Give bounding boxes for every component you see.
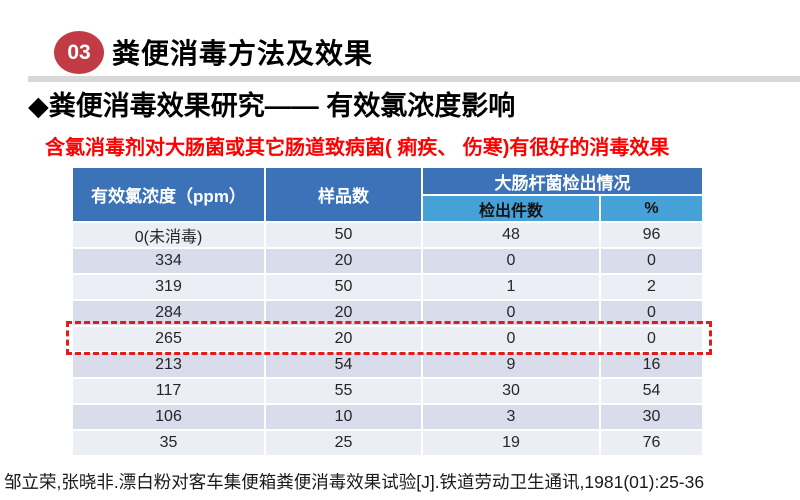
table-row: 0(未消毒) 50 48 96	[72, 222, 703, 248]
section-heading: ◆粪便消毒效果研究—— 有效氯浓度影响	[28, 91, 516, 121]
table-cell: 106	[72, 404, 265, 430]
table-row: 334 20 0 0	[72, 248, 703, 274]
table-cell: 0	[600, 300, 703, 326]
highlight-note: 含氯消毒剂对大肠菌或其它肠道致病菌( 痢疾、 伤寒)有很好的消毒效果	[45, 137, 670, 159]
table-cell: 1	[422, 274, 600, 300]
table-cell: 117	[72, 378, 265, 404]
table-row: 319 50 1 2	[72, 274, 703, 300]
table-row: 213 54 9 16	[72, 352, 703, 378]
table-cell: 16	[600, 352, 703, 378]
table-cell: 50	[265, 222, 422, 248]
table-cell: 2	[600, 274, 703, 300]
table-cell: 20	[265, 326, 422, 352]
table-cell: 25	[265, 430, 422, 456]
table-cell: 9	[422, 352, 600, 378]
table-cell: 30	[422, 378, 600, 404]
table-cell: 3	[422, 404, 600, 430]
table-cell: 55	[265, 378, 422, 404]
column-header-chlorine-concentration: 有效氯浓度（ppm）	[72, 167, 265, 222]
table-cell: 284	[72, 300, 265, 326]
section-number-badge: 03	[54, 31, 104, 74]
table-cell: 319	[72, 274, 265, 300]
table-cell: 20	[265, 300, 422, 326]
table-cell: 19	[422, 430, 600, 456]
title-divider	[28, 76, 800, 82]
table-cell: 10	[265, 404, 422, 430]
column-subheader-percent: %	[600, 195, 703, 222]
data-table: 有效氯浓度（ppm） 样品数 大肠杆菌检出情况 检出件数 % 0(未消毒) 50 4…	[72, 167, 703, 456]
table-row: 106 10 3 30	[72, 404, 703, 430]
table-cell: 213	[72, 352, 265, 378]
table-cell: 0	[422, 300, 600, 326]
table-row: 35 25 19 76	[72, 430, 703, 456]
table-row: 117 55 30 54	[72, 378, 703, 404]
column-header-ecoli-detection-group: 大肠杆菌检出情况	[422, 167, 703, 195]
page-title: 粪便消毒方法及效果	[112, 38, 374, 69]
table-cell: 96	[600, 222, 703, 248]
table-cell: 50	[265, 274, 422, 300]
table-row-highlighted: 265 20 0 0	[72, 326, 703, 352]
table-cell: 0	[600, 326, 703, 352]
table-cell: 54	[600, 378, 703, 404]
citation: 邹立荣,张晓非.漂白粉对客车集便箱粪便消毒效果试验[J].铁道劳动卫生通讯,19…	[4, 472, 705, 492]
table-cell: 76	[600, 430, 703, 456]
table-cell: 35	[72, 430, 265, 456]
table-cell: 48	[422, 222, 600, 248]
column-subheader-detected-count: 检出件数	[422, 195, 600, 222]
table-cell: 0	[600, 248, 703, 274]
table-cell: 20	[265, 248, 422, 274]
table-cell: 0	[422, 326, 600, 352]
table-cell: 54	[265, 352, 422, 378]
table-cell: 0	[422, 248, 600, 274]
table-cell: 265	[72, 326, 265, 352]
table-cell: 334	[72, 248, 265, 274]
column-header-sample-count: 样品数	[265, 167, 422, 222]
table-cell: 0(未消毒)	[72, 222, 265, 248]
table-row: 284 20 0 0	[72, 300, 703, 326]
table-cell: 30	[600, 404, 703, 430]
